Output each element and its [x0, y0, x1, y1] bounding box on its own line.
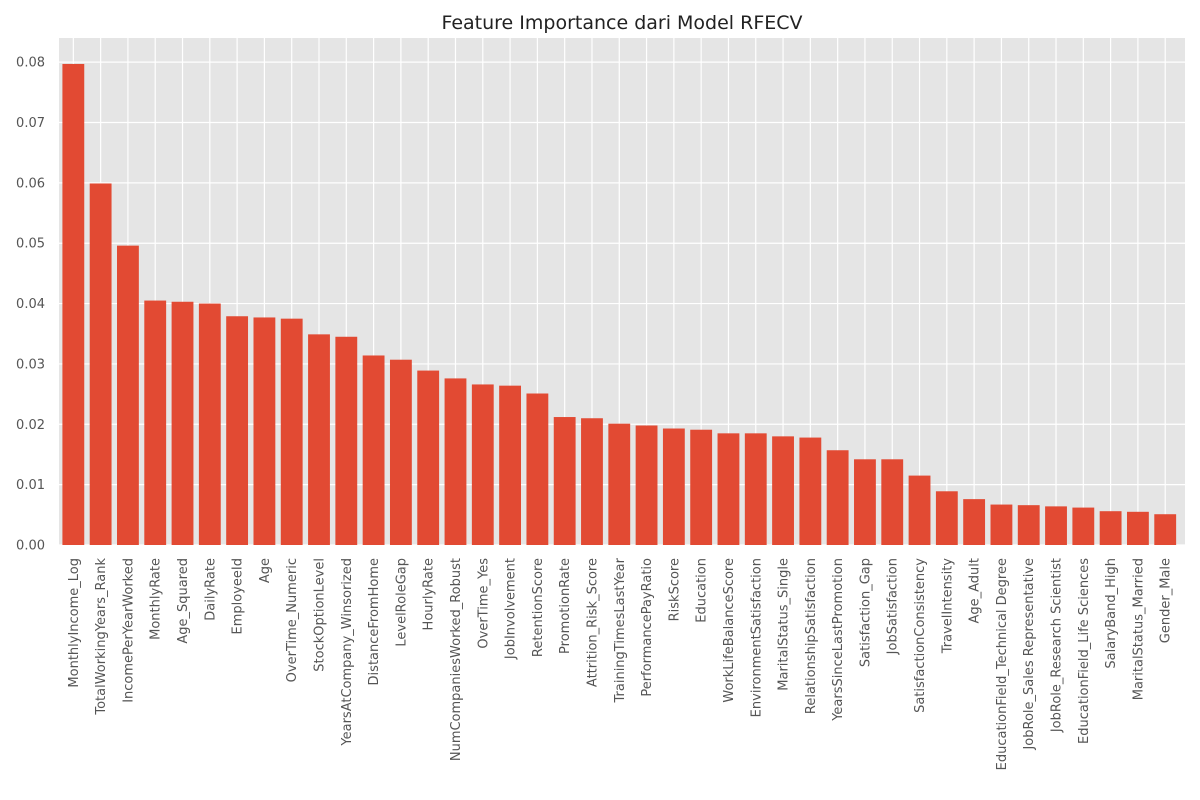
- x-tick-label: RiskScore: [667, 558, 682, 621]
- bar: [799, 437, 822, 545]
- y-tick-label: 0.04: [16, 297, 45, 312]
- x-tick-label: LevelRoleGap: [394, 558, 409, 647]
- x-tick-label: PromotionRate: [558, 558, 573, 654]
- bar: [854, 459, 876, 545]
- bar: [1126, 511, 1149, 545]
- bar: [1072, 507, 1095, 545]
- x-tick-label: SatisfactionConsistency: [913, 558, 928, 713]
- x-tick-label: TotalWorkingYears_Rank: [94, 558, 109, 716]
- y-tick-label: 0.03: [16, 357, 45, 372]
- bar: [1099, 511, 1122, 545]
- x-tick-label: StockOptionLevel: [313, 558, 328, 672]
- y-tick-label: 0.06: [16, 176, 45, 191]
- x-tick-label: Satisfaction_Gap: [858, 558, 873, 667]
- bar: [635, 425, 658, 545]
- bar: [144, 300, 167, 545]
- x-tick-label: RetentionScore: [531, 558, 546, 657]
- x-tick-label: JobInvolvement: [504, 558, 519, 660]
- bar: [198, 303, 221, 545]
- bar: [744, 433, 767, 545]
- bar: [89, 183, 112, 546]
- x-tick-label: RelationshipSatisfaction: [804, 558, 819, 714]
- x-tick-label: EducationField_Life Sciences: [1077, 558, 1092, 744]
- bar: [253, 317, 276, 545]
- x-tick-label: SalaryBand_High: [1104, 558, 1119, 669]
- bar: [417, 370, 440, 545]
- bar: [662, 428, 685, 545]
- x-tick-label: EnvironmentSatisfaction: [749, 558, 764, 717]
- y-tick-label: 0.02: [16, 418, 45, 433]
- bar: [1017, 505, 1040, 545]
- y-tick-label: 0.08: [16, 56, 45, 71]
- bar: [226, 316, 249, 545]
- x-tick-label: Age: [258, 558, 273, 583]
- bar: [499, 385, 522, 545]
- bar: [1154, 514, 1177, 545]
- bar: [772, 436, 794, 545]
- x-tick-label: Age_Adult: [968, 558, 983, 624]
- y-tick-label: 0.00: [16, 539, 45, 554]
- x-tick-label: DailyRate: [203, 558, 218, 621]
- bar: [362, 355, 385, 545]
- bar: [963, 499, 986, 545]
- bar: [389, 359, 412, 545]
- bar: [690, 429, 713, 545]
- y-axis-ticks: 0.00 0.01 0.02 0.03 0.04 0.05 0.06 0.07 0.08: [16, 56, 45, 554]
- y-tick-label: 0.01: [16, 478, 45, 493]
- bar: [171, 301, 194, 545]
- x-tick-label: TravelIntensity: [940, 558, 955, 655]
- bar: [1045, 506, 1067, 545]
- x-tick-label: NumCompaniesWorked_Robust: [449, 558, 464, 761]
- y-tick-label: 0.07: [16, 116, 45, 131]
- x-tick-label: JobSatisfaction: [886, 558, 901, 655]
- x-tick-label: Attrition_Risk_Score: [585, 558, 600, 687]
- bars: [62, 63, 1177, 546]
- bar: [280, 318, 303, 545]
- x-tick-label: EmployeeId: [231, 558, 246, 634]
- x-tick-label: Education: [695, 558, 710, 623]
- x-tick-label: MonthlyIncome_Log: [67, 558, 82, 688]
- bar: [881, 459, 904, 545]
- x-tick-label: EducationField_Technical Degree: [995, 558, 1010, 770]
- x-axis-ticks: MonthlyIncome_Log TotalWorkingYears_Rank I…: [67, 557, 1174, 770]
- bar: [471, 384, 494, 545]
- bar: [717, 433, 740, 545]
- x-tick-label: Age_Squared: [176, 558, 191, 644]
- bar: [62, 63, 85, 545]
- bar: [935, 491, 958, 545]
- bar: [608, 423, 631, 545]
- bar: [826, 450, 849, 545]
- x-tick-label: MaritalStatus_Single: [777, 558, 792, 691]
- x-tick-label: MaritalStatus_Married: [1131, 558, 1146, 700]
- x-tick-label: OverTime_Yes: [476, 558, 491, 649]
- x-tick-label: YearsAtCompany_Winsorized: [340, 558, 355, 747]
- bar: [553, 417, 576, 545]
- x-tick-label: Gender_Male: [1159, 558, 1174, 643]
- x-tick-label: OverTime_Numeric: [285, 558, 300, 682]
- x-tick-label: HourlyRate: [422, 558, 437, 630]
- x-tick-label: JobRole_Sales Representative: [1022, 558, 1037, 751]
- x-tick-label: MonthlyRate: [149, 558, 164, 640]
- x-tick-label: YearsSinceLastPromotion: [831, 558, 846, 722]
- x-tick-label: DistanceFromHome: [367, 558, 382, 685]
- bar: [990, 504, 1013, 545]
- bar: [444, 378, 467, 545]
- x-tick-label: IncomePerYearWorked: [121, 558, 136, 703]
- bar: [526, 393, 549, 545]
- bar: [308, 334, 330, 545]
- x-tick-label: PerformancePayRatio: [640, 558, 655, 697]
- bar: [117, 245, 139, 545]
- bar: [581, 418, 603, 545]
- bar: [335, 336, 358, 545]
- x-tick-label: WorkLifeBalanceScore: [722, 558, 737, 703]
- chart-title: Feature Importance dari Model RFECV: [441, 12, 802, 34]
- y-tick-label: 0.05: [16, 237, 45, 252]
- x-tick-label: TrainingTimesLastYear: [613, 557, 628, 703]
- bar: [908, 475, 931, 545]
- x-tick-label: JobRole_Research Scientist: [1050, 558, 1065, 733]
